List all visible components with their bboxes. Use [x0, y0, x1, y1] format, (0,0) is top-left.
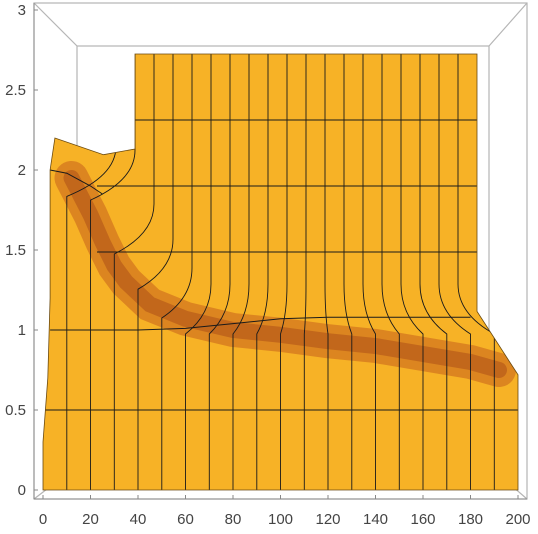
mesh-line-x [438, 54, 471, 490]
mesh-curve-0 [50, 169, 103, 195]
surface-outline [42, 53, 519, 491]
y-tick-label: 2.5 [5, 82, 26, 99]
mesh-curve-1 [50, 316, 471, 331]
x-tick-label: 80 [225, 511, 242, 528]
y-tick-label: 2 [18, 162, 26, 179]
mesh-line-x [280, 54, 288, 490]
frame-edge-1 [488, 2, 528, 47]
mesh-line-x [90, 54, 136, 490]
mesh-line-x [419, 54, 448, 490]
mesh-line-x [232, 54, 250, 490]
mesh-line-x [303, 54, 307, 490]
frame-edge-0 [33, 2, 78, 47]
mesh-line-x [400, 54, 424, 490]
mesh-line-x [324, 54, 329, 490]
y-tick-label: 1 [18, 322, 26, 339]
x-axis-ticks: 0 20 40 60 80 100 120 140 160 180 200 [39, 495, 531, 528]
ridge-band-inner [63, 170, 507, 378]
y-axis-ticks: 0 0.5 1 1.5 2 2.5 3 [5, 2, 38, 499]
mesh-line-x [343, 54, 353, 490]
x-tick-label: 140 [363, 511, 388, 528]
mesh-line-x [113, 54, 155, 490]
mesh-line-x [208, 54, 231, 490]
x-tick-label: 120 [315, 511, 340, 528]
x-tick-label: 100 [268, 511, 293, 528]
mesh-line-x [381, 54, 400, 490]
mesh-line-x [137, 54, 174, 490]
surface-edge [42, 53, 519, 491]
y-tick-label: 0.5 [5, 402, 26, 419]
y-tick-label: 1.5 [5, 242, 26, 259]
x-tick-label: 160 [410, 511, 435, 528]
y-tick-label: 3 [18, 2, 26, 19]
mesh-line-x [362, 54, 376, 490]
x-tick-label: 0 [39, 511, 47, 528]
y-tick-label: 0 [18, 482, 26, 499]
x-tick-label: 60 [177, 511, 194, 528]
x-tick-label: 180 [458, 511, 483, 528]
x-tick-label: 20 [82, 511, 99, 528]
x-tick-label: 40 [130, 511, 147, 528]
mesh-line-x [161, 54, 193, 490]
mesh-line-x [256, 54, 269, 490]
mesh-line-x [185, 54, 212, 490]
x-tick-label: 200 [505, 511, 530, 528]
